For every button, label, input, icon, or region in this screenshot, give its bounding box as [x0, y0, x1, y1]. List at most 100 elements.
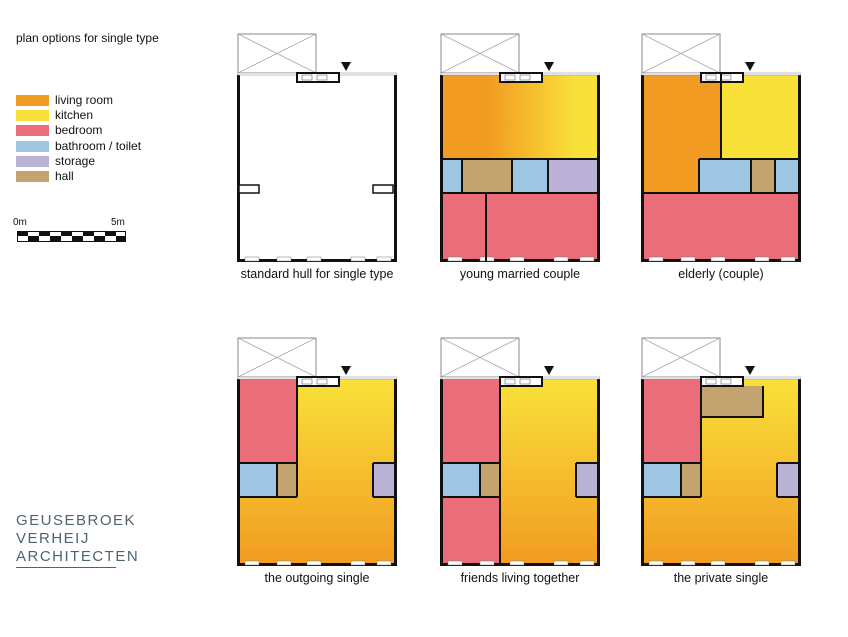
entrance-arrow-icon: [745, 366, 755, 375]
window: [780, 256, 796, 262]
entrance-hall: [701, 386, 763, 417]
legend-item-hall: hall: [16, 170, 74, 182]
plan-young-married-couple: young married couple: [440, 33, 600, 333]
interior-wall: [547, 159, 549, 193]
bedroom: [440, 497, 500, 566]
storage: [548, 159, 600, 193]
legend-item-bedroom: bedroom: [16, 124, 102, 136]
hall: [277, 463, 297, 497]
exterior-wall: [237, 377, 240, 566]
scale-bar: 0m 5m: [13, 217, 127, 245]
exterior-wall: [440, 73, 443, 262]
window: [648, 256, 664, 262]
legend-item-storage: storage: [16, 155, 95, 167]
floor-plan: [440, 33, 600, 262]
bathroom: [237, 463, 277, 497]
plan-caption: friends living together: [460, 571, 580, 585]
meter: [301, 74, 313, 81]
window: [276, 560, 292, 566]
bedroom: [237, 377, 297, 463]
exterior-wall: [597, 73, 600, 262]
scale-bar-graphic: [17, 231, 126, 242]
meter: [705, 378, 717, 385]
window: [244, 560, 260, 566]
exterior-wall: [394, 73, 397, 262]
storage: [576, 463, 600, 497]
window: [509, 256, 525, 262]
window: [553, 256, 569, 262]
window: [579, 560, 595, 566]
window: [447, 560, 463, 566]
interior-wall: [762, 386, 764, 418]
floor-plan: [641, 33, 801, 262]
window: [479, 560, 495, 566]
meter: [705, 74, 717, 81]
legend-item-kitchen: kitchen: [16, 109, 93, 121]
exterior-wall: [440, 377, 443, 566]
interior-wall: [720, 73, 722, 159]
floor-plan: [237, 337, 397, 566]
meter: [519, 378, 531, 385]
window: [350, 560, 366, 566]
living-room: [237, 377, 397, 566]
page-title: plan options for single type: [16, 31, 159, 45]
interior-wall: [576, 496, 600, 498]
meter: [301, 378, 313, 385]
shaft: [499, 376, 543, 387]
window: [680, 560, 696, 566]
window: [754, 560, 770, 566]
bathroom: [440, 463, 480, 497]
legend-label: hall: [55, 169, 74, 183]
interior-wall: [575, 463, 577, 497]
interior-wall: [499, 377, 501, 566]
plan-private-single: the private single: [641, 337, 801, 637]
meter: [519, 74, 531, 81]
bedroom: [641, 377, 701, 463]
interior-wall: [237, 462, 297, 464]
window: [306, 256, 322, 262]
legend-label: living room: [55, 93, 114, 107]
window: [579, 256, 595, 262]
plan-caption: standard hull for single type: [240, 267, 394, 281]
bedroom: [641, 193, 801, 262]
hall: [462, 159, 512, 193]
interior-wall: [461, 159, 463, 193]
column: [238, 184, 260, 194]
legend-swatch: [16, 109, 49, 121]
bedroom: [440, 377, 500, 463]
interior-wall: [479, 463, 481, 497]
kitchen: [721, 73, 801, 159]
balcony-cross: [641, 337, 721, 378]
interior-wall: [440, 496, 500, 498]
interior-wall: [777, 496, 801, 498]
window: [710, 256, 726, 262]
interior-wall: [373, 462, 397, 464]
living-room: [440, 73, 600, 159]
entrance-arrow-icon: [745, 62, 755, 71]
window: [376, 256, 392, 262]
legend-label: bedroom: [55, 123, 103, 137]
legend-swatch: [16, 155, 49, 167]
balcony-cross: [237, 337, 317, 378]
shaft: [296, 72, 340, 83]
hall: [681, 463, 701, 497]
plan-elderly-couple: elderly (couple): [641, 33, 801, 333]
storage: [777, 463, 801, 497]
window: [780, 560, 796, 566]
legend-label: bathroom / toilet: [55, 139, 142, 153]
exterior-wall: [394, 377, 397, 566]
interior-wall: [373, 496, 397, 498]
interior-wall: [698, 159, 700, 193]
balcony-cross: [440, 33, 520, 74]
interior-wall: [641, 462, 701, 464]
interior-wall: [440, 192, 600, 194]
interior-wall: [276, 463, 278, 497]
scale-end-label: 5m: [111, 217, 125, 228]
bedroom: [486, 193, 600, 262]
window: [350, 256, 366, 262]
plan-outgoing-single: the outgoing single: [237, 337, 397, 637]
interior-wall: [440, 462, 500, 464]
plan-caption: the outgoing single: [264, 571, 370, 585]
entrance-arrow-icon: [341, 62, 351, 71]
logo-underline: [16, 567, 116, 568]
